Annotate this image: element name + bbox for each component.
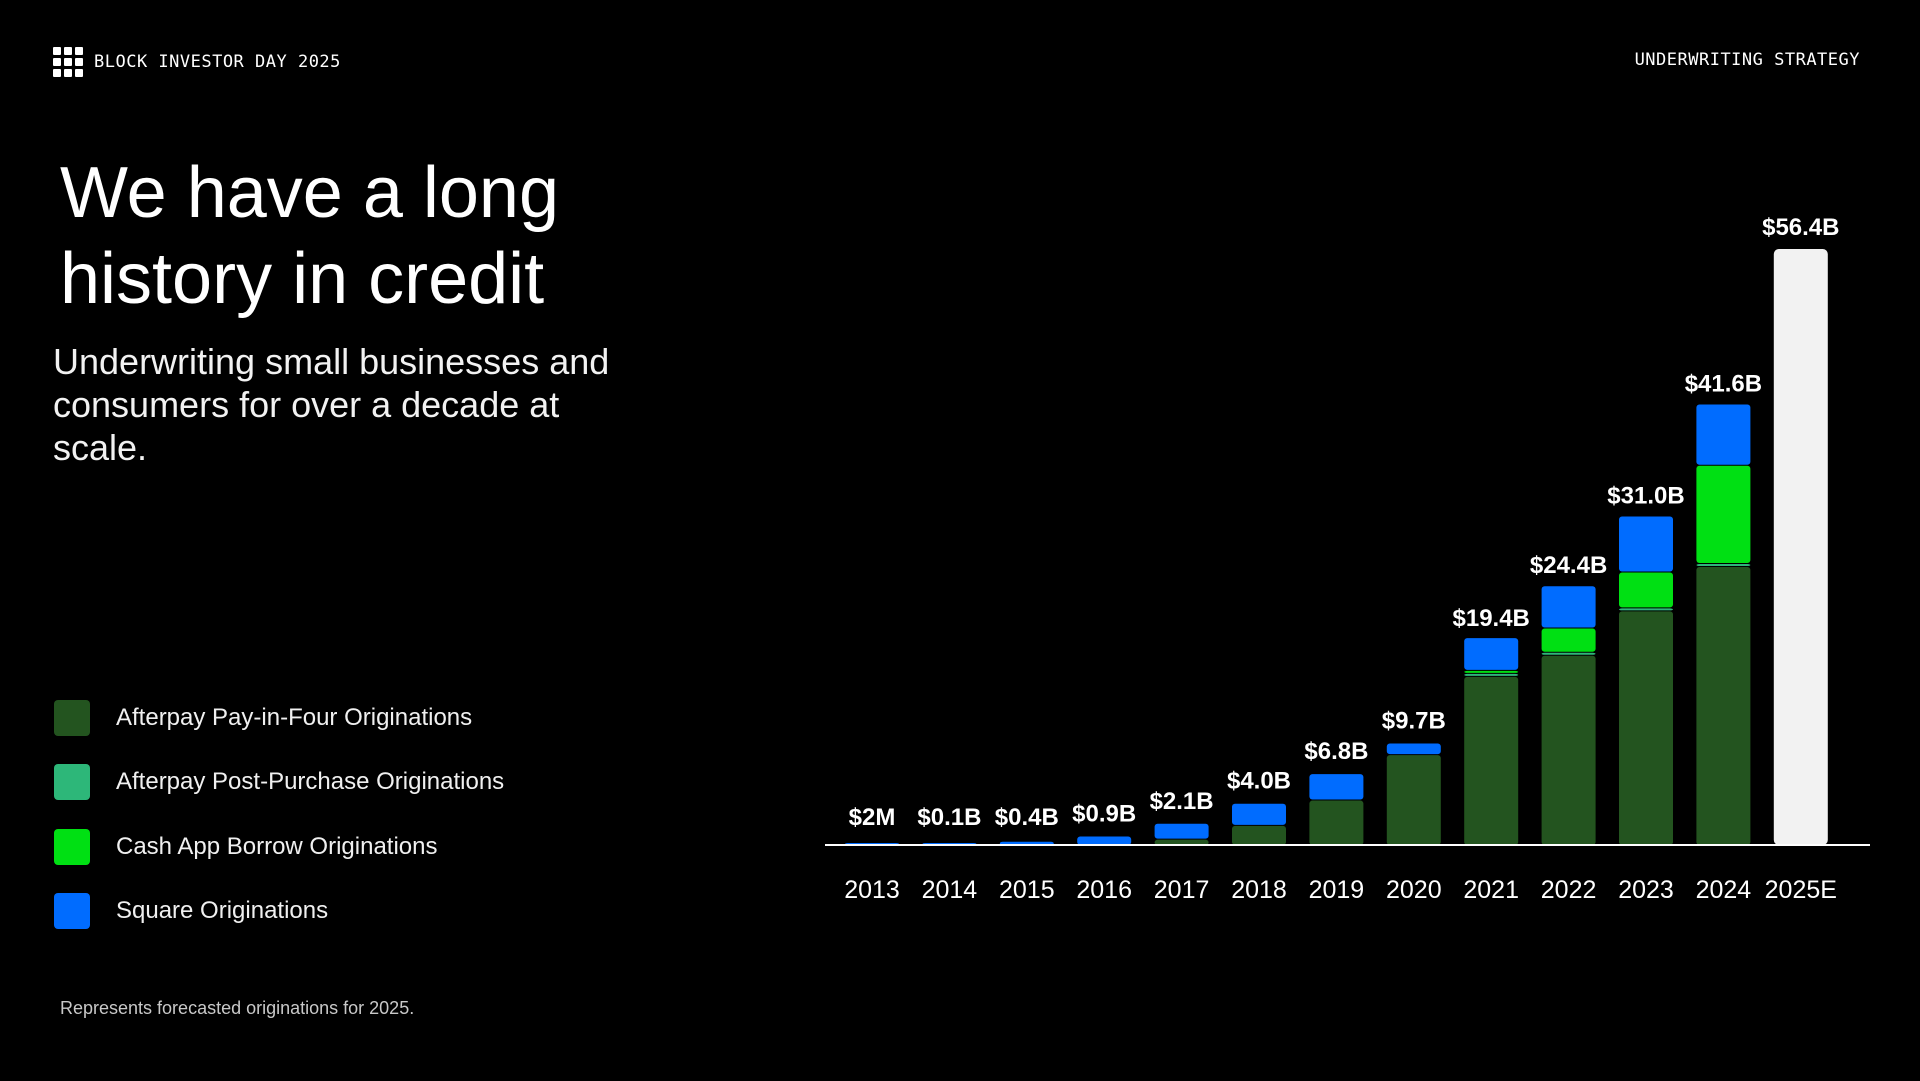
legend-item-square: Square Originations bbox=[54, 893, 504, 929]
x-tick-label-2019: 2019 bbox=[1309, 876, 1365, 904]
page-subtitle: Underwriting small businesses and consum… bbox=[53, 341, 610, 468]
bar-segment-2021-s3 bbox=[1464, 638, 1519, 670]
x-tick-label-2014: 2014 bbox=[922, 876, 978, 904]
legend-swatch bbox=[54, 829, 90, 865]
legend-item-cash-app-borrow: Cash App Borrow Originations bbox=[54, 829, 504, 865]
bar-total-label-2019: $6.8B bbox=[1304, 738, 1368, 765]
bar-segment-2021-s1 bbox=[1464, 673, 1519, 676]
bar-segment-2024-s0 bbox=[1696, 567, 1751, 845]
bar-segment-2024-s1 bbox=[1696, 564, 1751, 567]
bar-total-label-2015: $0.4B bbox=[995, 804, 1059, 831]
bar-total-label-2025E: $56.4B bbox=[1762, 214, 1839, 241]
bar-total-label-2016: $0.9B bbox=[1072, 800, 1136, 827]
legend-item-afterpay-post-purchase: Afterpay Post-Purchase Originations bbox=[54, 764, 504, 800]
bar-segment-2020-s3 bbox=[1386, 743, 1441, 755]
bar-total-label-2018: $4.0B bbox=[1227, 768, 1291, 795]
x-tick-label-2023: 2023 bbox=[1618, 876, 1674, 904]
bar-segment-2021-s2 bbox=[1464, 670, 1519, 673]
bar-segment-2022-s0 bbox=[1541, 655, 1596, 845]
bar-segment-2022-s2 bbox=[1541, 628, 1596, 652]
bar-segment-2023-s0 bbox=[1619, 611, 1673, 845]
brand-label: BLOCK INVESTOR DAY 2025 bbox=[94, 52, 341, 72]
legend-label: Afterpay Pay-in-Four Originations bbox=[116, 704, 473, 731]
bar-total-label-2023: $31.0B bbox=[1607, 482, 1684, 509]
footnote: Represents forecasted originations for 2… bbox=[60, 998, 415, 1018]
bar-segment-2018-s3 bbox=[1232, 803, 1286, 825]
x-tick-label-2018: 2018 bbox=[1231, 876, 1287, 904]
bar-total-label-2014: $0.1B bbox=[917, 804, 981, 831]
bar-total-label-2017: $2.1B bbox=[1150, 788, 1214, 815]
page-title: We have a long history in credit bbox=[60, 153, 560, 319]
bar-forecast-2025E bbox=[1773, 249, 1828, 845]
legend-label: Square Originations bbox=[116, 897, 329, 924]
x-tick-label-2015: 2015 bbox=[999, 876, 1055, 904]
x-tick-label-2021: 2021 bbox=[1463, 876, 1519, 904]
bar-segment-2024-s2 bbox=[1696, 465, 1751, 564]
bar-segment-2022-s1 bbox=[1541, 652, 1596, 655]
legend-item-afterpay-pif: Afterpay Pay-in-Four Originations bbox=[54, 700, 504, 736]
x-tick-label-2013: 2013 bbox=[844, 876, 900, 904]
bar-total-label-2024: $41.6B bbox=[1685, 370, 1762, 397]
bar-total-label-2020: $9.7B bbox=[1382, 707, 1446, 734]
bar-segment-2024-s3 bbox=[1696, 404, 1751, 465]
bar-segment-2023-s2 bbox=[1619, 572, 1673, 608]
bar-segment-2023-s1 bbox=[1619, 608, 1673, 611]
legend-swatch bbox=[54, 700, 90, 736]
x-tick-label-2022: 2022 bbox=[1541, 876, 1597, 904]
bar-total-label-2022: $24.4B bbox=[1530, 552, 1607, 579]
bar-segment-2019-s3 bbox=[1309, 774, 1364, 800]
bar-segment-2021-s0 bbox=[1464, 676, 1519, 845]
bar-segment-2017-s3 bbox=[1154, 823, 1209, 839]
bar-total-label-2021: $19.4B bbox=[1453, 605, 1530, 632]
legend-swatch bbox=[54, 893, 90, 929]
x-tick-label-2025E: 2025E bbox=[1765, 876, 1837, 904]
bar-total-label-2013: $2M bbox=[849, 804, 896, 831]
header-brand: BLOCK INVESTOR DAY 2025 bbox=[53, 47, 341, 77]
bar-segment-2017-s0 bbox=[1154, 839, 1209, 845]
x-tick-label-2024: 2024 bbox=[1696, 876, 1752, 904]
x-tick-label-2020: 2020 bbox=[1386, 876, 1442, 904]
bar-segment-2023-s3 bbox=[1619, 516, 1673, 572]
bar-segment-2019-s0 bbox=[1309, 800, 1364, 845]
grid-logo-icon bbox=[53, 47, 83, 77]
legend-label: Cash App Borrow Originations bbox=[116, 833, 438, 860]
x-tick-label-2016: 2016 bbox=[1076, 876, 1132, 904]
bar-segment-2016-s3 bbox=[1077, 836, 1132, 845]
section-label: UNDERWRITING STRATEGY bbox=[1634, 50, 1860, 70]
legend-label: Afterpay Post-Purchase Originations bbox=[116, 768, 505, 795]
x-tick-label-2017: 2017 bbox=[1154, 876, 1210, 904]
bar-segment-2022-s3 bbox=[1541, 586, 1596, 628]
bar-segment-2018-s0 bbox=[1232, 825, 1286, 845]
bar-segment-2020-s0 bbox=[1386, 755, 1441, 845]
legend-swatch bbox=[54, 764, 90, 800]
chart-legend: Afterpay Pay-in-Four Originations Afterp… bbox=[54, 700, 504, 957]
